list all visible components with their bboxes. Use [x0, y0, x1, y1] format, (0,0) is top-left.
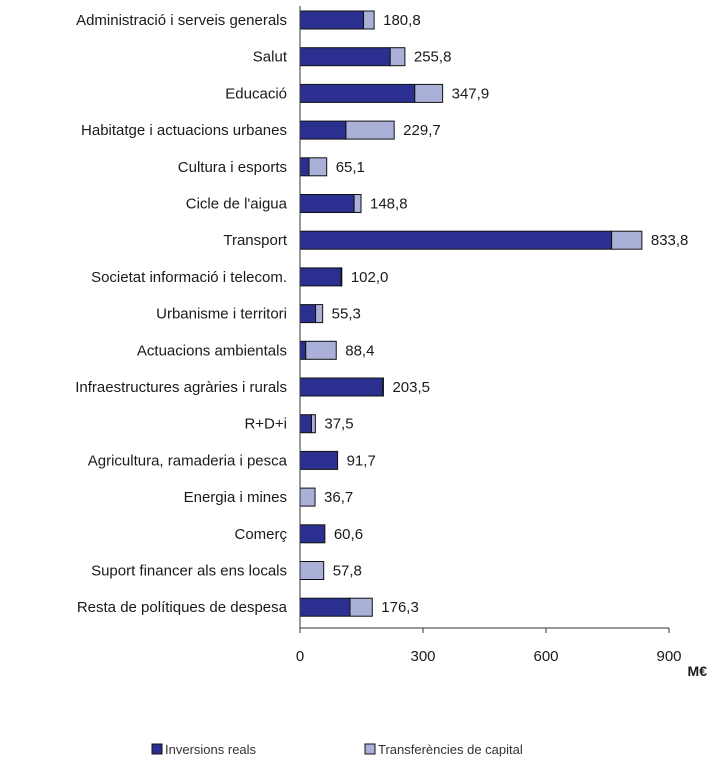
bar-comerc-inversions-reals	[299, 524, 326, 544]
bar-r-d-i-inversions-reals	[299, 414, 312, 434]
x-tick-label: 0	[296, 648, 304, 665]
legend-swatch	[364, 743, 376, 755]
bar-cultura-i-esports-transferencies-de-capital	[308, 157, 328, 177]
category-label: Resta de polítiques de despesa	[77, 599, 288, 616]
legend: Inversions reals Transferències de capita…	[151, 742, 523, 757]
value-label: 102,0	[351, 269, 389, 286]
value-label: 36,7	[324, 489, 353, 506]
bar-administracio-i-serveis-generals-transferencies-de-capital	[363, 10, 375, 30]
bar-actuacions-ambientals-inversions-reals	[299, 340, 307, 360]
x-tick-label: 300	[410, 648, 435, 665]
value-label: 148,8	[370, 196, 408, 213]
category-label: Actuacions ambientals	[137, 342, 287, 359]
legend-label: Inversions reals	[165, 742, 257, 757]
bar-transport-transferencies-de-capital	[611, 230, 643, 250]
bar-actuacions-ambientals-transferencies-de-capital	[305, 340, 337, 360]
bar-societat-informacio-i-telecom-inversions-reals	[299, 267, 342, 287]
bar-resta-de-politiques-de-despesa-inversions-reals	[299, 597, 351, 617]
value-label: 37,5	[324, 416, 353, 433]
category-label: Cicle de l'aigua	[186, 196, 288, 213]
bar-cultura-i-esports-inversions-reals	[299, 157, 310, 177]
category-label: Urbanisme i territori	[156, 306, 287, 323]
bar-educacio-inversions-reals	[299, 83, 416, 103]
category-label: Habitatge i actuacions urbanes	[81, 122, 287, 139]
value-label: 176,3	[381, 599, 419, 616]
x-axis: 0 300 600 900 M€	[296, 6, 707, 679]
legend-swatch	[151, 743, 163, 755]
value-label: 255,8	[414, 49, 452, 66]
category-label: Administració i serveis generals	[76, 12, 287, 29]
bar-cicle-de-l-aigua-inversions-reals	[299, 194, 355, 213]
category-label: Infraestructures agràries i rurals	[75, 379, 287, 396]
value-label: 57,8	[333, 563, 362, 580]
category-label: Comerç	[234, 526, 287, 543]
bar-infraestructures-agraries-i-rurals-transferencies-de-capital	[382, 377, 384, 397]
x-tick-label: 900	[656, 648, 681, 665]
value-label: 347,9	[452, 85, 490, 102]
category-label: Cultura i esports	[178, 159, 287, 176]
bar-energia-i-mines-transferencies-de-capital	[299, 487, 316, 507]
bar-habitatge-i-actuacions-urbanes-transferencies-de-capital	[345, 120, 395, 140]
category-label: Suport financer als ens locals	[91, 563, 287, 580]
bar-societat-informacio-i-telecom-transferencies-de-capital	[340, 267, 343, 287]
category-label: Agricultura, ramaderia i pesca	[88, 452, 288, 469]
bar-urbanisme-i-territori-inversions-reals	[299, 304, 317, 324]
category-label: Energia i mines	[184, 489, 287, 506]
value-labels: 180,8 255,8 347,9 229,7 65,1 148,8 833,8 102,0 5…	[324, 12, 688, 616]
value-label: 60,6	[334, 526, 363, 543]
category-label: Salut	[253, 49, 288, 66]
bar-resta-de-politiques-de-despesa-transferencies-de-capital	[349, 597, 373, 617]
value-label: 833,8	[651, 232, 689, 249]
category-label: R+D+i	[244, 416, 287, 433]
legend-label: Transferències de capital	[378, 742, 523, 757]
bar-suport-financer-als-ens-locals-transferencies-de-capital	[299, 561, 325, 580]
x-tick-label: 600	[533, 648, 558, 665]
value-label: 180,8	[383, 12, 421, 29]
category-labels: Administració i serveis generals Salut Edu…	[75, 12, 288, 616]
category-label: Transport	[223, 232, 287, 249]
value-label: 88,4	[345, 342, 374, 359]
bar-infraestructures-agraries-i-rurals-inversions-reals	[299, 377, 384, 397]
value-label: 55,3	[332, 306, 361, 323]
bar-educacio-transferencies-de-capital	[414, 83, 444, 103]
value-label: 203,5	[392, 379, 430, 396]
value-label: 65,1	[336, 159, 365, 176]
unit-label: M€	[688, 663, 708, 679]
category-label: Societat informació i telecom.	[91, 269, 287, 286]
bar-salut-inversions-reals	[299, 47, 391, 67]
bar-urbanisme-i-territori-transferencies-de-capital	[315, 304, 324, 324]
category-label: Educació	[225, 85, 287, 102]
bar-administracio-i-serveis-generals-inversions-reals	[299, 10, 365, 30]
bar-habitatge-i-actuacions-urbanes-inversions-reals	[299, 120, 347, 140]
bar-salut-transferencies-de-capital	[389, 47, 406, 67]
bar-cicle-de-l-aigua-transferencies-de-capital	[353, 194, 362, 213]
value-label: 91,7	[347, 452, 376, 469]
value-label: 229,7	[403, 122, 441, 139]
bar-transport-inversions-reals	[299, 230, 613, 250]
bar-r-d-i-transferencies-de-capital	[310, 414, 316, 434]
bar-agricultura-ramaderia-i-pesca-inversions-reals	[299, 450, 339, 470]
